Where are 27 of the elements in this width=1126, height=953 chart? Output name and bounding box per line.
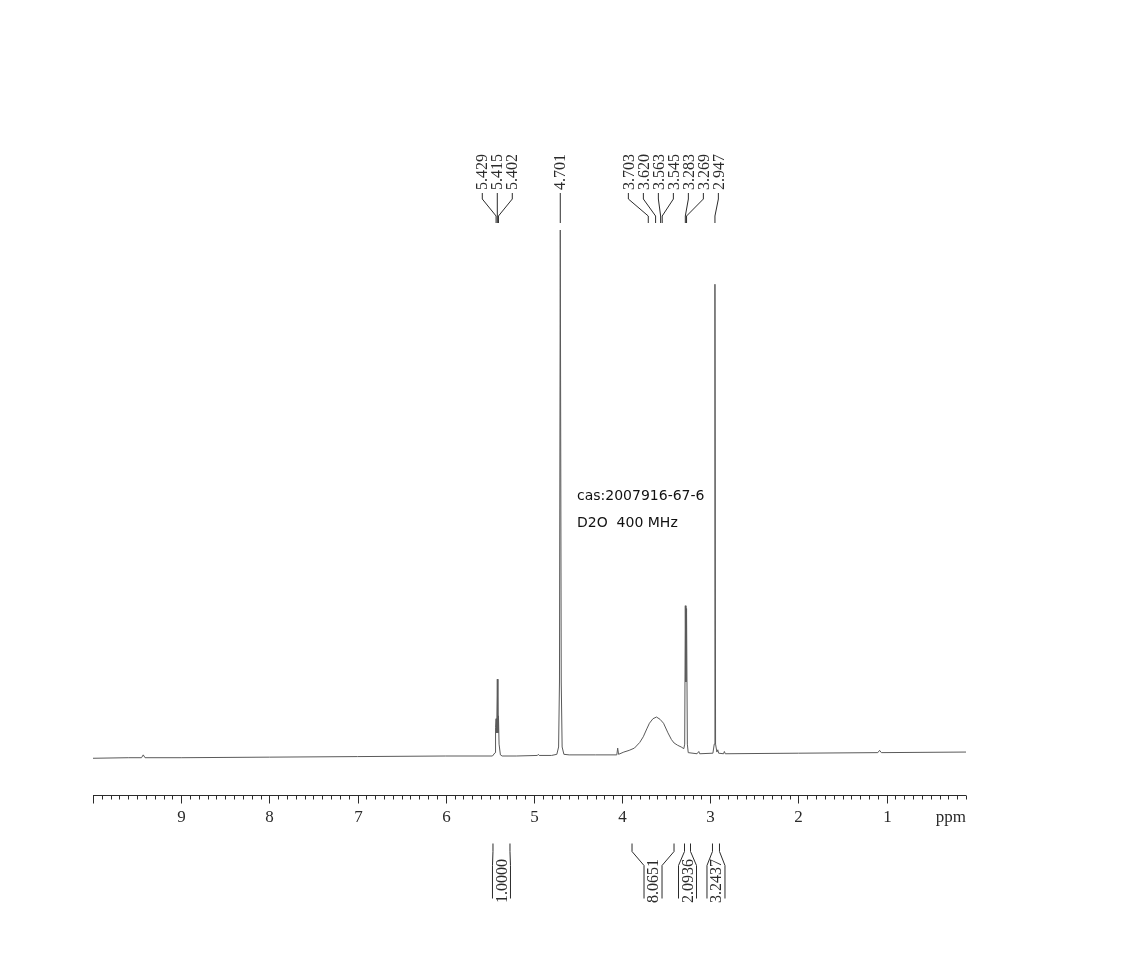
annotation: 4.701 [551, 154, 569, 190]
annotation: D2O 400 MHz [576, 513, 678, 530]
annotation: 3.269 [694, 154, 712, 190]
annotation: 5.415 [488, 154, 506, 190]
annotation: 3.283 [679, 154, 697, 190]
text: 8.0651 [644, 859, 662, 903]
x-tick-label: 6 [442, 806, 451, 826]
annotation: cas:2007916-67-6 [576, 486, 705, 503]
x-tick-label: 3 [706, 806, 715, 826]
x-tick-label: 9 [177, 806, 186, 826]
annotation: 3.563 [649, 154, 667, 190]
x-tick-label: 2 [794, 806, 803, 826]
x-tick-label: 7 [354, 806, 364, 826]
x-tick-label: 4 [618, 806, 628, 826]
annotation: 5.402 [503, 154, 521, 190]
x-axis-title: ppm [935, 806, 966, 826]
x-tick-label: 8 [265, 806, 274, 826]
text: 3.2437 [707, 859, 725, 903]
x-tick-label: 1 [883, 806, 892, 826]
annotation: 3.620 [634, 154, 652, 190]
annotation: 2.947 [709, 154, 727, 190]
annotation: 5.429 [473, 154, 491, 190]
annotation: 3.703 [619, 154, 637, 190]
text: 1.0000 [492, 859, 510, 903]
x-tick-label: 5 [530, 806, 539, 826]
annotation: 3.545 [664, 154, 682, 190]
text: 2.0936 [678, 859, 696, 903]
